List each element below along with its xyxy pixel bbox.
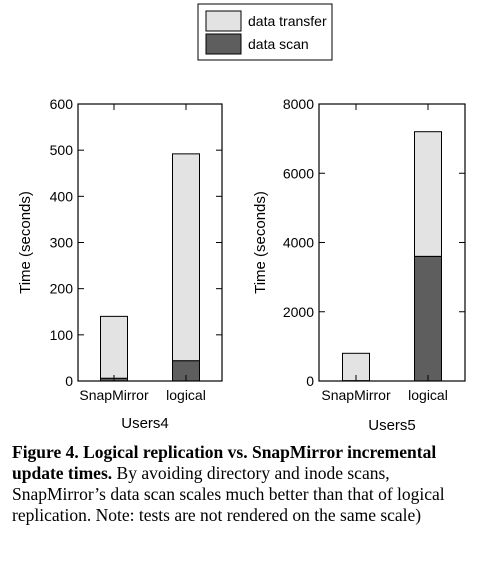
bar-snapmirror-data-transfer (101, 316, 128, 378)
y-tick-label: 6000 (283, 165, 314, 181)
y-tick-label: 4000 (283, 235, 314, 251)
y-tick-label: 200 (50, 281, 74, 297)
y-axis-label: Time (seconds) (17, 191, 34, 294)
bar-logical-data-transfer (415, 132, 442, 257)
y-tick-label: 300 (50, 235, 74, 251)
x-tick-label-snapmirror: SnapMirror (321, 387, 391, 403)
chart-users4: 0 100 200 300 400 500 600 SnapMirror logical User… (17, 96, 222, 432)
y-tick-label: 500 (50, 142, 74, 158)
x-axis-label: Users5 (368, 417, 416, 434)
legend-label-0: data transfer (248, 13, 327, 29)
legend-swatch-1 (206, 34, 241, 54)
x-tick-label-logical: logical (408, 387, 448, 403)
plot-frame (319, 104, 465, 381)
x-tick-label-logical: logical (166, 387, 206, 403)
figure: data transfer data scan 0 100 200 300 400 500 6… (0, 0, 488, 440)
y-tick-label: 600 (50, 96, 74, 112)
y-tick-label: 8000 (283, 96, 314, 112)
y-axis-label: Time (seconds) (252, 191, 269, 294)
x-axis-label: Users4 (121, 415, 169, 432)
y-tick-label: 2000 (283, 304, 314, 320)
legend-swatch-0 (206, 11, 241, 31)
y-tick-label: 0 (65, 373, 73, 389)
y-tick-label: 100 (50, 327, 74, 343)
plot-frame (78, 104, 222, 381)
bar-logical-data-scan (415, 256, 442, 381)
x-tick-label-snapmirror: SnapMirror (79, 387, 149, 403)
chart-users5: 0 2000 4000 6000 8000 SnapMirror logical Users5… (252, 96, 465, 434)
y-tick-label: 400 (50, 188, 74, 204)
y-tick-label: 0 (306, 373, 314, 389)
legend: data transfer data scan (198, 4, 332, 60)
figure-caption: Figure 4. Logical replication vs. SnapMi… (12, 442, 480, 526)
legend-label-1: data scan (248, 36, 309, 52)
bar-logical-data-transfer (173, 154, 200, 361)
